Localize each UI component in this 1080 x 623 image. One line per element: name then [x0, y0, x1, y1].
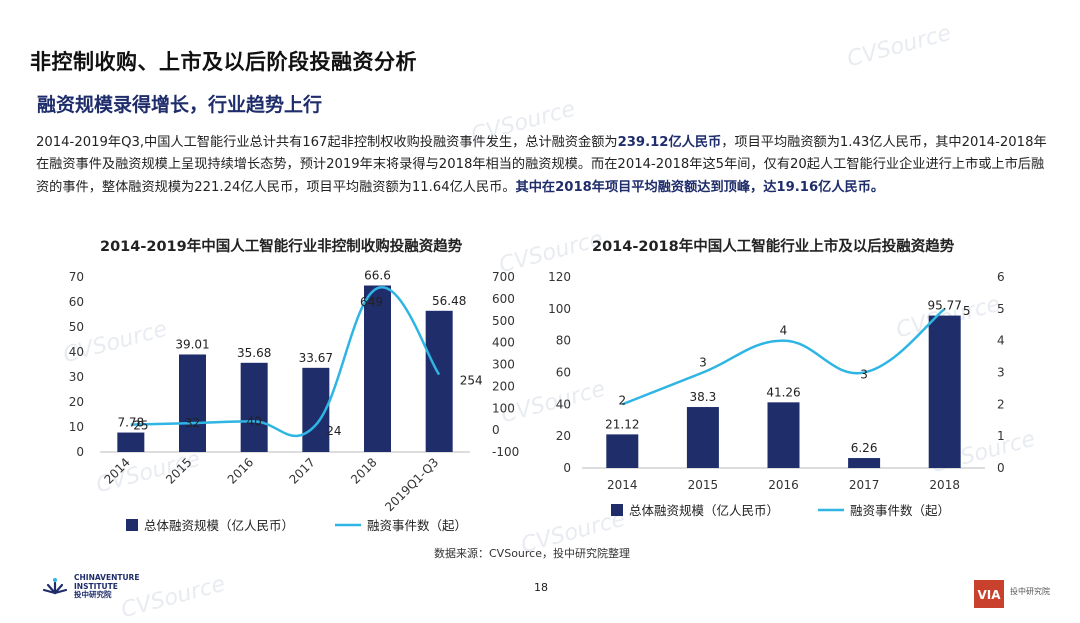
chart2-x-tick: 2017: [849, 478, 880, 492]
chart1-title: 2014-2019年中国人工智能行业非控制收购投融资趋势: [100, 239, 463, 255]
chart1-y-left-tick: 20: [69, 395, 84, 409]
chart2-y-left-tick: 80: [556, 334, 571, 348]
page-title: 非控制收购、上市及以后阶段投融资分析: [30, 50, 417, 74]
chart1-y-right-tick: 0: [492, 423, 500, 437]
chart1-bar-label: 33.67: [299, 351, 333, 365]
chart2-x-tick: 2014: [607, 478, 638, 492]
chart2-bar: [767, 402, 800, 468]
chart1-y-right-tick: 400: [492, 336, 515, 350]
chart2-line-label: 3: [699, 356, 707, 370]
via-logo-box: VIA: [974, 580, 1004, 608]
chart2-line-series: [621, 307, 946, 406]
chart2-bar: [686, 407, 719, 468]
summary-paragraph: 2014-2019年Q3,中国人工智能行业总计共有167起非控制权收购投融资事件…: [36, 132, 1048, 199]
chart2-bar-label: 95.77: [928, 299, 962, 313]
chart2-line-label: 5: [963, 304, 971, 318]
chart1-line-label: 40: [247, 414, 262, 428]
via-logo-text: 投中研究院: [1010, 587, 1050, 596]
chart1-y-right-tick: 100: [492, 401, 515, 415]
chart1-svg: 0 10 20 30 40 50 60 70 -100 0 100 200 300 400 500 600 70…: [69, 269, 520, 534]
chart2-y-right-tick: 3: [997, 366, 1005, 380]
chart2-line-label: 3: [860, 368, 868, 382]
chart1-y-left-tick: 50: [69, 320, 84, 334]
chart2-legend-swatch-bar: [611, 504, 623, 516]
chart1-legend-label-line: 融资事件数（起）: [367, 518, 467, 533]
chart2-bar-label: 41.26: [766, 385, 800, 399]
summary-highlight-1: 239.12亿人民币: [617, 135, 722, 150]
chart2-y-right-tick: 5: [997, 302, 1005, 316]
chart1-bar: [240, 362, 268, 452]
chinaventure-logo: CHINAVENTURE INSTITUTE 投中研究院: [40, 571, 160, 603]
chart2-y-right-tick: 6: [997, 270, 1005, 284]
chart1-y-left-tick: 70: [69, 270, 84, 284]
chart2-y-right-tick: 0: [997, 461, 1005, 475]
logo-mark-icon: [42, 578, 68, 595]
chart2-title: 2014-2018年中国人工智能行业上市及以后投融资趋势: [592, 239, 955, 255]
chart1-y-right-tick: 700: [492, 270, 515, 284]
chart2-bar-label: 6.26: [851, 441, 878, 455]
logo-line1: CHINAVENTURE: [74, 573, 140, 582]
chart1-bar: [425, 310, 453, 452]
chart2-x-tick: 2016: [768, 478, 799, 492]
chart2-bar: [928, 315, 961, 468]
chart1-y-left-tick: 0: [76, 445, 84, 459]
chart1-bar-label: 66.6: [364, 269, 391, 283]
chart1-y-left-tick: 30: [69, 370, 84, 384]
summary-text-2: ，项目平均融资额为1.43亿人民币，其中2014-2018年在融资事件及融资规模…: [36, 135, 1047, 195]
summary-text-1: 2014-2019年Q3,中国人工智能行业总计共有167起非控制权收购投融资事件…: [36, 135, 618, 150]
chart2-y-right-tick: 2: [997, 397, 1005, 411]
chart2-x-tick: 2018: [929, 478, 960, 492]
chart2-y-left-tick: 40: [556, 397, 571, 411]
page-subtitle: 融资规模录得增长，行业趋势上行: [37, 94, 323, 116]
chart2-y-left-tick: 20: [556, 429, 571, 443]
chart1-bar: [117, 432, 145, 452]
chart1-y-left-tick: 60: [69, 295, 84, 309]
chart2-y-right-tick: 4: [997, 334, 1005, 348]
logo-line2: INSTITUTE: [74, 581, 118, 591]
chart1-legend-swatch-bar: [126, 519, 138, 531]
chart2-legend-label-line: 融资事件数（起）: [850, 503, 950, 518]
chart1-line-series: [130, 286, 441, 438]
chart2-line-label: 2: [618, 393, 626, 407]
chart1-bar: [364, 285, 391, 452]
chart1-y-right-tick: 500: [492, 314, 515, 328]
chart2-y-left-tick: 120: [548, 270, 571, 284]
chart2-y-left-tick: 0: [563, 461, 571, 475]
chart2-y-left-tick: 60: [556, 366, 571, 380]
chart1-bar-label: 35.68: [237, 346, 271, 360]
chart1-bar: [179, 354, 206, 452]
chart1-bar-label: 56.48: [432, 294, 466, 308]
chart1-bar-label: 7.78: [117, 416, 144, 430]
chart1-y-left-tick: 10: [69, 420, 84, 434]
chart1-line-label: 649: [360, 295, 383, 309]
chart1-bar-label: 39.01: [175, 337, 209, 351]
chart2-line-label: 4: [780, 324, 788, 338]
chart2-bar: [848, 458, 881, 468]
chart2-y-left-tick: 100: [548, 302, 571, 316]
chart1-line-label: 32: [185, 416, 200, 430]
chart1-y-right-tick: 600: [492, 292, 515, 306]
chart1-y-right-tick: -100: [492, 445, 519, 459]
chart1-line-label: 25: [133, 419, 148, 433]
chart2-bar: [606, 434, 639, 468]
logo-line3: 投中研究院: [74, 590, 112, 599]
chart1-y-left-tick: 40: [69, 345, 84, 359]
summary-highlight-2: 其中在2018年项目平均融资额达到顶峰，达19.16亿人民币。: [515, 179, 885, 195]
chart2-bar-label: 38.3: [690, 390, 717, 404]
chart1-y-right-tick: 300: [492, 358, 515, 372]
chart1-line-label: 24: [326, 424, 341, 438]
chart2-svg: 0 20 40 60 80 100 120 0 1 2 3 4 5 6 21.12 38.3 41.26 6.26…: [548, 270, 1005, 518]
chart2-x-tick: 2015: [688, 478, 719, 492]
chart1-legend-label-bar: 总体融资规模（亿人民币）: [144, 518, 294, 533]
chart2-bar-label: 21.12: [605, 417, 639, 431]
page-number: 18: [534, 581, 548, 594]
chart1-line-label: 254: [460, 374, 483, 388]
chart2-legend-label-bar: 总体融资规模（亿人民币）: [629, 503, 779, 518]
data-source-note: 数据来源：CVSource，投中研究院整理: [434, 547, 630, 560]
chart1-y-right-tick: 200: [492, 379, 515, 393]
chart2-y-right-tick: 1: [997, 429, 1005, 443]
